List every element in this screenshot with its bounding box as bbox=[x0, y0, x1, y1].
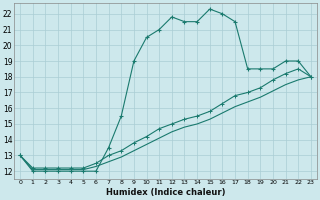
X-axis label: Humidex (Indice chaleur): Humidex (Indice chaleur) bbox=[106, 188, 225, 197]
